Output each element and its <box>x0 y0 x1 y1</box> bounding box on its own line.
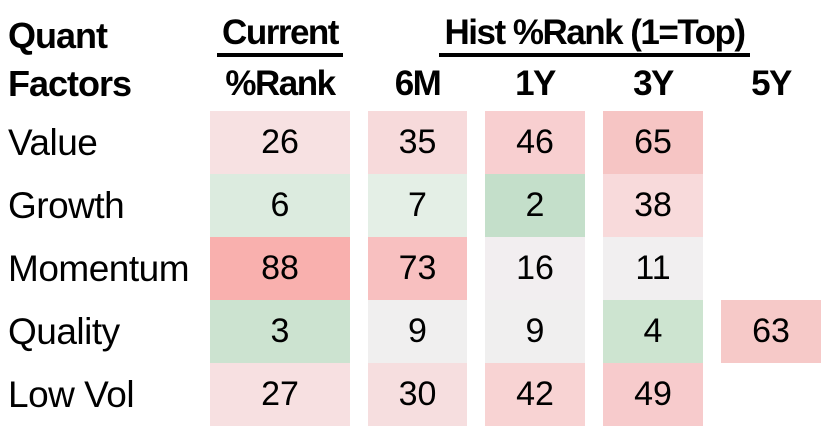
heatmap-cell: 2 <box>485 174 585 237</box>
heatmap-cell: 49 <box>603 363 703 426</box>
row-label-momentum: Momentum <box>8 247 190 289</box>
corner-title-line2: Factors <box>8 63 132 104</box>
group-header-current: Current <box>210 0 350 57</box>
group-header-hist-rank: Hist %Rank (1=Top) <box>368 0 821 57</box>
row-label-quality: Quality <box>8 310 120 352</box>
heatmap-cell: 88 <box>210 237 350 300</box>
row-label-low-vol: Low Vol <box>8 373 135 415</box>
heatmap-cell-empty <box>721 363 821 426</box>
heatmap-cell: 4 <box>603 300 703 363</box>
heatmap-cell: 3 <box>210 300 350 363</box>
column-header-6m: 6M <box>394 64 442 103</box>
column-header-3y: 3Y <box>633 64 674 103</box>
heatmap-cell: 63 <box>721 300 821 363</box>
heatmap-cell: 9 <box>368 300 467 363</box>
heatmap-cell: 27 <box>210 363 350 426</box>
column-header-1y: 1Y <box>515 64 556 103</box>
heatmap-cell: 46 <box>485 111 585 174</box>
group-header-hist-rank-label: Hist %Rank (1=Top) <box>439 15 750 57</box>
column-header-5y: 5Y <box>751 64 792 103</box>
corner-title-line1: Quant <box>8 15 108 56</box>
heatmap-cell: 65 <box>603 111 703 174</box>
heatmap-cell-empty <box>721 174 821 237</box>
heatmap-cell-empty <box>721 237 821 300</box>
heatmap-cell-empty <box>721 111 821 174</box>
heatmap-cell: 11 <box>603 237 703 300</box>
heatmap-cell: 9 <box>485 300 585 363</box>
heatmap-cell: 26 <box>210 111 350 174</box>
group-header-current-label: Current <box>217 15 343 57</box>
column-header-percent-rank: %Rank <box>225 64 336 103</box>
heatmap-cell: 42 <box>485 363 585 426</box>
heatmap-cell: 6 <box>210 174 350 237</box>
heatmap-cell: 38 <box>603 174 703 237</box>
heatmap-cell: 16 <box>485 237 585 300</box>
row-label-value: Value <box>8 121 98 163</box>
heatmap-cell: 7 <box>368 174 467 237</box>
heatmap-cell: 73 <box>368 237 467 300</box>
row-label-growth: Growth <box>8 184 125 226</box>
heatmap-cell: 35 <box>368 111 467 174</box>
heatmap-cell: 30 <box>368 363 467 426</box>
